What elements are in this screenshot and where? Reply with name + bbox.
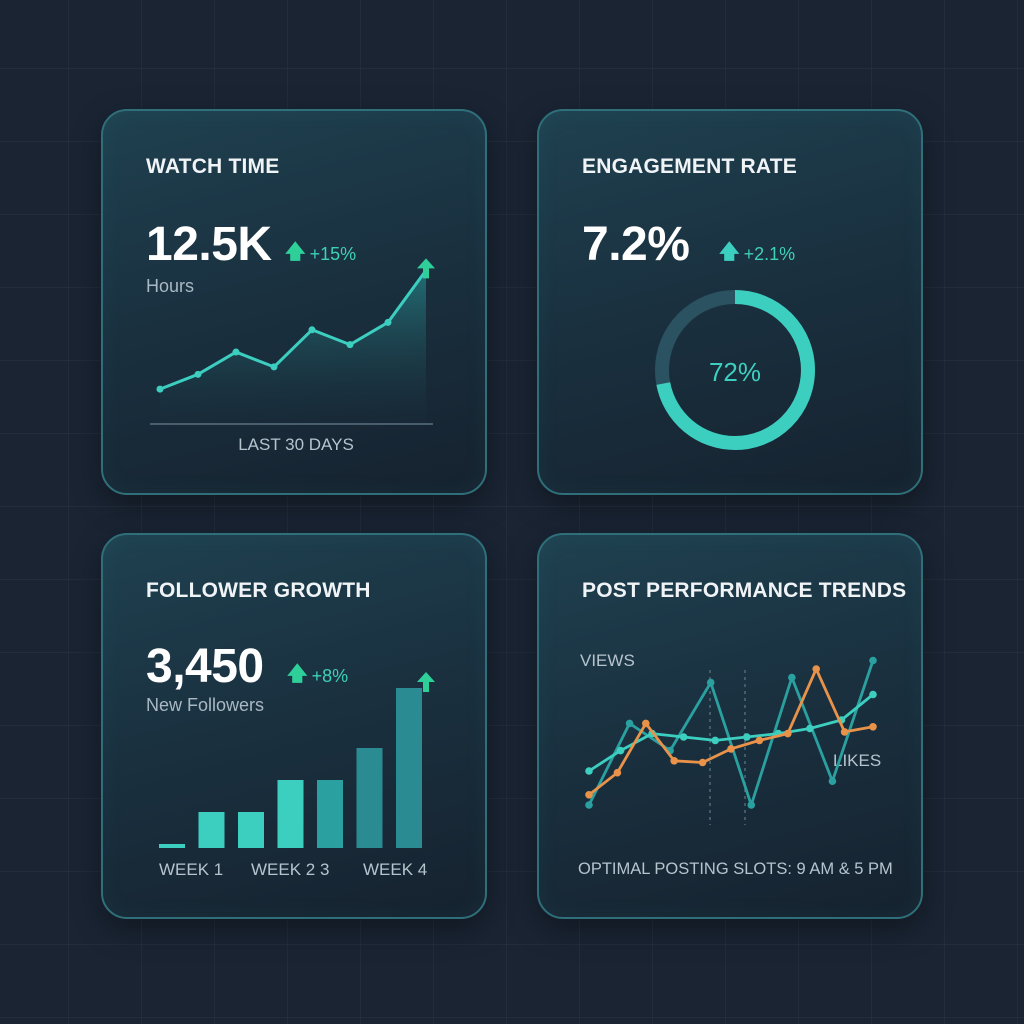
data-point <box>670 757 678 765</box>
data-point <box>585 767 593 775</box>
data-point <box>806 724 814 733</box>
engagement-donut-label: 72% <box>708 357 762 387</box>
views-line <box>587 660 875 807</box>
data-point <box>747 801 756 809</box>
bar <box>277 780 304 848</box>
engagement-rate-card[interactable]: ENGAGEMENT RATE 7.2% 🡅 +2.1% 72% <box>537 109 923 495</box>
watch-time-card[interactable]: WATCH TIME 12.5K 🡅 +15% Hours LAST 30 DA… <box>101 109 487 495</box>
data-point <box>812 665 820 673</box>
data-point <box>742 733 751 741</box>
data-point <box>698 758 707 767</box>
bar <box>317 780 343 848</box>
post-trends-caption: OPTIMAL POSTING SLOTS: 9 AM & 5 PM <box>578 860 893 878</box>
follower-delta: 🡅 +8% <box>287 659 348 693</box>
data-point <box>585 791 593 799</box>
tick-label: WEEK 4 <box>363 860 428 879</box>
data-point <box>308 326 316 334</box>
data-point <box>869 656 877 665</box>
data-point <box>642 719 650 728</box>
post-trends-card[interactable]: POST PERFORMANCE TRENDS VIEWS LIKES OPTI… <box>537 533 923 919</box>
watch-time-chart <box>150 258 435 425</box>
arrow-up-icon: 🡅 <box>719 241 740 263</box>
tick-label: WEEK 1 <box>159 860 224 879</box>
data-point <box>384 318 392 326</box>
data-point <box>679 733 688 741</box>
data-point <box>840 728 849 736</box>
data-point <box>625 719 634 728</box>
engagement-value: 7.2% <box>582 218 690 271</box>
data-point <box>784 729 792 738</box>
data-point <box>613 768 622 777</box>
data-point <box>156 385 164 393</box>
post-trends-line-chart <box>585 656 877 825</box>
data-point <box>706 678 715 687</box>
tick-label: WEEK 2 3 <box>251 860 330 879</box>
data-point <box>585 801 593 809</box>
follower-value: 3,450 <box>146 640 264 693</box>
arrow-up-icon: 🡅 <box>287 663 308 685</box>
data-point <box>711 736 720 745</box>
arrow-up-icon <box>417 258 435 279</box>
bar <box>159 844 185 848</box>
engagement-donut <box>655 290 815 450</box>
watch-time-delta: 🡅 +15% <box>285 237 356 271</box>
data-point <box>788 673 796 682</box>
follower-growth-card[interactable]: FOLLOWER GROWTH 3,450 🡅 +8% New Follower… <box>101 533 487 919</box>
watch-time-value: 12.5K <box>146 218 272 271</box>
likes-legend-label: LIKES <box>833 751 882 770</box>
watch-time-area <box>160 270 426 424</box>
engagement-title: ENGAGEMENT RATE <box>582 155 797 178</box>
arrow-up-icon: 🡅 <box>285 241 306 263</box>
follower-title: FOLLOWER GROWTH <box>146 579 371 602</box>
data-point <box>828 777 837 785</box>
watch-time-delta-value: +15% <box>309 243 357 264</box>
engagement-delta-value: +2.1% <box>743 243 796 264</box>
follower-delta-value: +8% <box>311 665 349 686</box>
follower-unit: New Followers <box>146 695 265 715</box>
bar <box>396 688 422 848</box>
post-trends-title: POST PERFORMANCE TRENDS <box>582 579 907 602</box>
views-smooth-line <box>588 693 874 773</box>
data-point <box>616 746 625 755</box>
watch-time-line <box>159 269 428 391</box>
data-point <box>270 363 278 371</box>
donut-slice-engaged <box>655 290 815 450</box>
views-legend-label: VIEWS <box>580 651 635 670</box>
data-point <box>232 348 240 356</box>
data-point <box>755 736 764 745</box>
data-point <box>346 341 354 349</box>
data-point <box>194 370 202 378</box>
bar <box>238 812 264 848</box>
data-point <box>869 690 877 699</box>
bar <box>198 812 225 848</box>
watch-time-title: WATCH TIME <box>146 155 280 178</box>
watch-time-caption: LAST 30 DAYS <box>238 435 354 454</box>
follower-bar-chart <box>159 672 435 848</box>
watch-time-unit: Hours <box>146 276 195 296</box>
data-point <box>727 745 735 753</box>
engagement-delta: 🡅 +2.1% <box>719 237 795 271</box>
bar <box>356 748 383 848</box>
data-point <box>869 723 877 731</box>
arrow-up-icon <box>417 672 435 692</box>
